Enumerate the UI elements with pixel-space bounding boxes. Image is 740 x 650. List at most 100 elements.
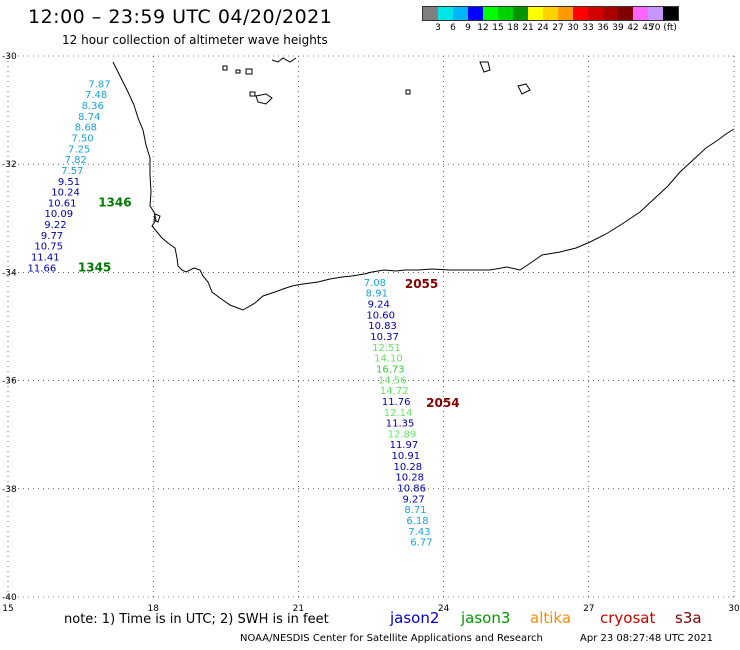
island-4 xyxy=(255,93,273,105)
swh-value: 10.37 xyxy=(370,332,399,343)
lon-tick-label: 24 xyxy=(438,604,450,614)
swh-value: 10.91 xyxy=(392,451,421,462)
legend-swatch xyxy=(543,7,558,20)
swh-value: 9.22 xyxy=(44,220,66,231)
swh-value: 10.86 xyxy=(397,484,426,495)
swh-value: 16.73 xyxy=(376,364,405,375)
legend-tick-label: 15 xyxy=(492,23,504,33)
footer-note: note: 1) Time is in UTC; 2) SWH is in fe… xyxy=(64,612,329,627)
swh-value: 6.18 xyxy=(406,516,428,527)
legend-tick-label: 70 (ft) xyxy=(649,23,677,33)
legend-tick-label: 33 xyxy=(582,23,594,33)
legend-tick-label: 36 xyxy=(597,23,609,33)
swh-value: 8.74 xyxy=(78,112,100,123)
legend-swatch xyxy=(423,7,438,20)
coastline-saldanha xyxy=(153,213,161,223)
legend-swatch xyxy=(468,7,483,20)
swh-value: 10.83 xyxy=(368,321,397,332)
swh-value: 11.35 xyxy=(386,419,415,430)
swh-value: 10.28 xyxy=(395,473,424,484)
lat-tick-label: -38 xyxy=(2,485,17,495)
swh-value: 10.24 xyxy=(51,188,80,199)
swh-value: 14.72 xyxy=(380,386,409,397)
swh-value: 10.09 xyxy=(44,209,73,220)
swh-value: 9.27 xyxy=(402,494,424,505)
legend-swatch xyxy=(498,7,513,20)
island-7 xyxy=(479,61,491,73)
island-1 xyxy=(222,65,228,71)
swh-value: 11.66 xyxy=(28,263,57,274)
swh-value: 11.97 xyxy=(390,440,419,451)
swh-value: 9.77 xyxy=(41,231,63,242)
credit-line: NOAA/NESDIS Center for Satellite Applica… xyxy=(240,633,543,644)
legend-tick-label: 12 xyxy=(477,23,489,33)
legend-labels: 3 6 9 12 15 18 21 24 27 30 33 36 39 42 45 70 (ft) xyxy=(422,21,679,35)
swh-value: 7.87 xyxy=(88,79,110,90)
lon-tick-label: 15 xyxy=(2,604,13,614)
legend-swatch xyxy=(483,7,498,20)
lon-tick-label: 30 xyxy=(728,604,740,614)
lat-tick-label: -34 xyxy=(2,268,17,278)
legend-swatch xyxy=(648,7,663,20)
swh-value: 6.77 xyxy=(410,538,432,549)
legend-swatch xyxy=(603,7,618,20)
swh-value: 10.60 xyxy=(366,310,395,321)
swh-value: 7.82 xyxy=(65,155,87,166)
coastline xyxy=(112,57,735,311)
island-3 xyxy=(245,68,253,75)
swh-value: 7.50 xyxy=(71,133,93,144)
lat-tick-label: -32 xyxy=(2,160,17,170)
lon-tick-label: 21 xyxy=(293,604,304,614)
legend-tick-label: 6 xyxy=(450,23,456,33)
legend-tick-label: 24 xyxy=(537,23,549,33)
swh-value: 14.56 xyxy=(378,375,407,386)
swh-value: 11.76 xyxy=(382,397,411,408)
swh-value: 8.91 xyxy=(366,289,388,300)
island-8 xyxy=(517,83,531,95)
legend-tick-label: 42 xyxy=(627,23,639,33)
legend-swatch xyxy=(618,7,633,20)
legend-swatch xyxy=(453,7,468,20)
map-title: 12:00 – 23:59 UTC 04/20/2021 xyxy=(28,6,333,28)
legend-jason2: jason2 xyxy=(390,609,440,627)
swh-value: 7.57 xyxy=(61,166,83,177)
legend-swatch xyxy=(588,7,603,20)
map-subtitle: 12 hour collection of altimeter wave hei… xyxy=(62,33,328,47)
swh-value: 12.14 xyxy=(384,408,413,419)
swh-value: 10.28 xyxy=(393,462,422,473)
lat-tick-label: -36 xyxy=(2,377,17,387)
pass-id-label: 1345 xyxy=(78,260,111,274)
island-2 xyxy=(235,69,241,74)
legend-tick-label: 21 xyxy=(522,23,534,33)
legend-jason3: jason3 xyxy=(461,609,511,627)
legend-swatch xyxy=(633,7,648,20)
swh-value: 12.51 xyxy=(372,343,401,354)
legend-swatch xyxy=(558,7,573,20)
lat-tick-label: -30 xyxy=(2,52,17,62)
swh-value: 7.08 xyxy=(364,278,386,289)
swh-value: 10.61 xyxy=(48,198,77,209)
swh-value: 12.89 xyxy=(388,429,417,440)
legend-tick-label: 27 xyxy=(552,23,564,33)
legend-color-bar xyxy=(422,6,679,21)
swh-value: 7.25 xyxy=(68,144,90,155)
lat-tick-label: -40 xyxy=(2,593,17,603)
legend-tick-label: 39 xyxy=(612,23,624,33)
coastline-mainland xyxy=(112,61,735,311)
pass-id-label: 1346 xyxy=(98,195,131,209)
legend-cryosat: cryosat xyxy=(600,609,656,627)
pass-id-label: 2054 xyxy=(426,396,459,410)
legend-tick-label: 9 xyxy=(465,23,471,33)
swh-value: 7.48 xyxy=(85,90,107,101)
generation-timestamp: Apr 23 08:27:48 UTC 2021 xyxy=(580,633,713,644)
legend-tick-label: 45 xyxy=(642,23,654,33)
legend-swatch xyxy=(438,7,453,20)
swh-value: 11.41 xyxy=(31,252,60,263)
altimeter-tracks: 7.877.488.368.748.687.507.257.827.579.51… xyxy=(28,79,460,548)
legend-altika: altika xyxy=(530,609,572,627)
lon-tick-label: 27 xyxy=(583,604,594,614)
swh-value: 8.71 xyxy=(404,505,426,516)
lat-lon-grid xyxy=(7,55,735,598)
swh-value: 9.24 xyxy=(368,300,390,311)
